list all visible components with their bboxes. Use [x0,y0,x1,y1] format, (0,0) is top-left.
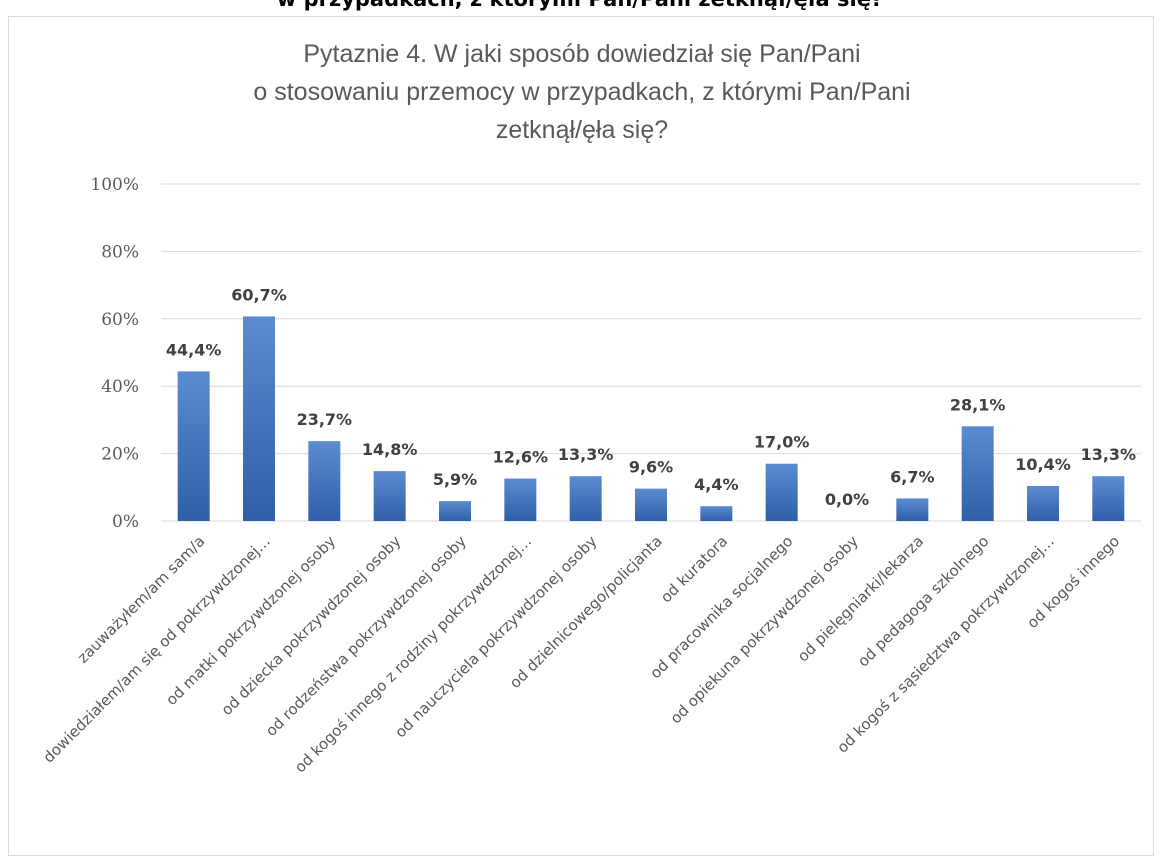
chart-title-line: Pytaznie 4. W jaki sposób dowiedział się… [303,40,860,68]
x-tick-label: dowiedziałem/am się od pokrzywdzonej… [40,532,274,766]
chart-title: Pytaznie 4. W jaki sposób dowiedział się… [253,40,910,144]
x-tick-label: od kogoś innego z rodziny pokrzywdzonej… [291,532,535,776]
bar [961,426,994,521]
bar [504,478,537,521]
bar [569,476,602,521]
chart-title-line: zetknął/ęła się? [496,116,668,144]
data-label: 13,3% [558,445,614,464]
bar [243,316,275,521]
chart-frame: Pytaznie 4. W jaki sposób dowiedział się… [8,16,1154,856]
bar [373,471,406,521]
y-axis: 0% 20% 40% 60% 80% 100% [90,175,139,532]
y-tick-label: 80% [101,242,139,262]
bar [177,371,210,521]
bar [308,441,341,521]
chart-title-line: o stosowaniu przemocy w przypadkach, z k… [253,78,910,106]
data-label: 5,9% [433,470,477,489]
y-tick-label: 20% [101,445,139,465]
data-label: 10,4% [1015,455,1071,474]
data-label: 28,1% [950,395,1006,414]
data-label: 12,6% [493,448,549,467]
data-label: 17,0% [754,433,810,452]
data-label: 6,7% [890,467,934,486]
data-label: 4,4% [694,475,738,494]
data-label: 14,8% [362,440,418,459]
bar [1027,485,1059,521]
data-label: 13,3% [1081,445,1137,464]
data-labels: 44,4% 60,7% 23,7% 14,8% 5,9% 12,6% 13,3% 9,6% 4,… [166,285,1136,509]
data-label: 60,7% [231,285,287,304]
bar-chart: Pytaznie 4. W jaki sposób dowiedział się… [40,40,1141,776]
x-tick-label: zauważyłem/am sam/a [74,532,209,667]
data-label: 0,0% [825,490,869,509]
bars [177,316,1125,521]
bar [765,463,798,521]
document-heading: w przypadkach, z którymi Pan/Pani zetkną… [0,0,1160,11]
data-label: 44,4% [166,340,222,359]
bar [635,488,667,521]
bar [700,506,733,521]
y-tick-label: 100% [90,175,139,195]
x-tick-label: od pedagoga szkolnego [854,532,992,670]
bar [439,501,471,521]
bar [1092,476,1125,521]
x-tick-label: od pielęgniarki/lekarza [794,532,927,665]
y-tick-label: 40% [101,377,139,397]
data-label: 23,7% [297,410,353,429]
data-label: 9,6% [629,458,673,477]
y-tick-label: 60% [101,310,139,330]
bar [896,498,929,521]
y-tick-label: 0% [112,512,139,532]
